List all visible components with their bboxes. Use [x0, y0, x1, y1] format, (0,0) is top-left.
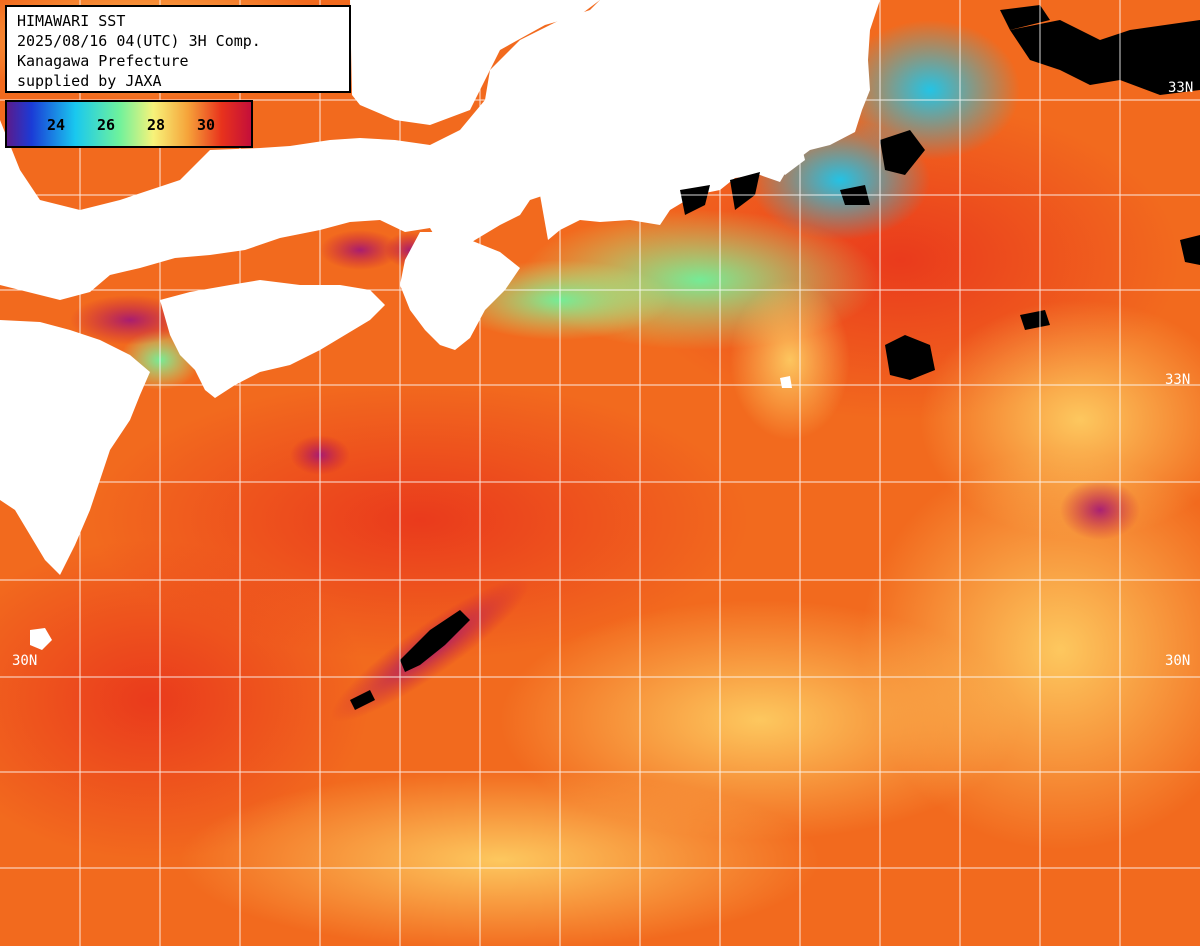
title-line-product: HIMAWARI SST: [17, 12, 126, 30]
land-kii: [400, 232, 520, 350]
lat-label-30n-right: 30N: [1165, 653, 1191, 669]
lat-label-33-left: 33: [12, 372, 29, 388]
map-title-box: HIMAWARI SST 2025/08/16 04(UTC) 3H Comp.…: [5, 5, 351, 93]
legend-tick-28: 28: [147, 116, 166, 134]
land-shikoku: [160, 280, 385, 398]
legend-tick-30: 30: [197, 116, 216, 134]
land-honshu: [0, 0, 1200, 300]
no-data-areas: [350, 5, 1200, 710]
lat-label-33n-right: 33N: [1165, 372, 1191, 388]
legend-tick-26: 26: [97, 116, 116, 134]
lat-label-top-right: 33N: [1168, 80, 1194, 96]
lat-label-30n-left: 30N: [12, 653, 38, 669]
land-masses: [0, 0, 1200, 650]
title-line-datetime: 2025/08/16 04(UTC) 3H Comp.: [17, 32, 261, 50]
lon-label-136e: 136E: [478, 12, 494, 46]
title-line-prefecture: Kanagawa Prefecture: [17, 52, 189, 70]
title-line-supplier: supplied by JAXA: [17, 72, 162, 90]
legend-tick-24: 24: [47, 116, 66, 134]
land-kyushu: [0, 320, 150, 575]
temperature-color-legend: 24 26 28 30: [5, 100, 253, 148]
